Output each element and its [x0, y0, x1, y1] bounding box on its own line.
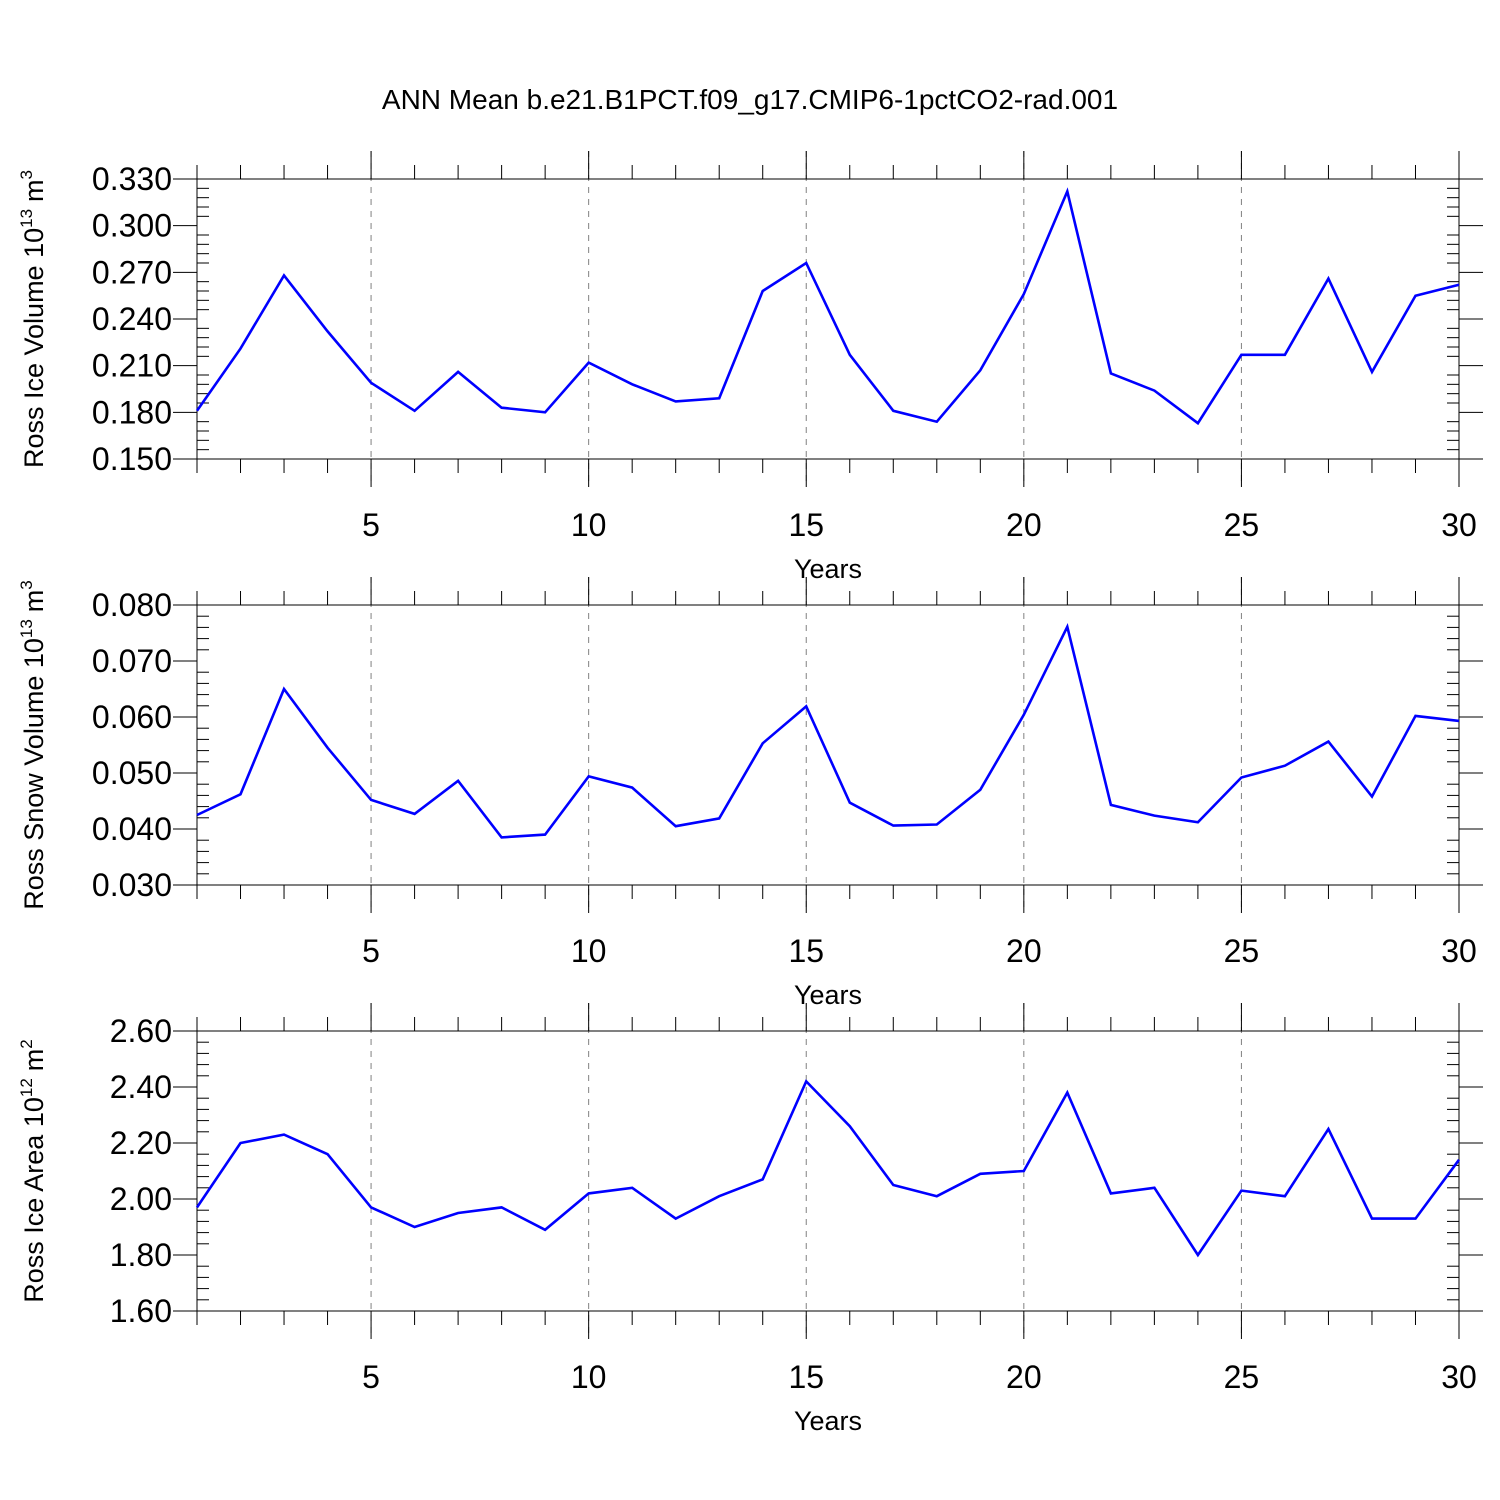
data-series-line [195, 187, 1460, 426]
y-tick-label: 2.60 [110, 1013, 172, 1049]
y-tick-label: 0.040 [92, 811, 172, 847]
x-tick-label: 30 [1441, 1359, 1477, 1395]
x-tick-label: 30 [1441, 933, 1477, 969]
y-tick-label: 0.210 [92, 348, 172, 384]
y-axis-label-unit-exponent: 3 [17, 170, 36, 179]
y-tick-label: 0.050 [92, 755, 172, 791]
y-axis-label-exponent: 12 [17, 1078, 36, 1097]
y-axis-label: Ross Ice Volume 1013 m3 [17, 170, 49, 468]
y-axis-label-unit: m [19, 590, 49, 613]
panel-ice-area: 5 10 15 20 25 30 1.60 1.80 2.00 2.20 2.40 2.60 Years… [17, 1003, 1483, 1436]
y-tick-label: 2.40 [110, 1069, 172, 1105]
y-tick-label: 0.270 [92, 254, 172, 290]
x-tick-label: 5 [362, 507, 380, 543]
x-tick-label: 15 [788, 933, 824, 969]
x-tick-label: 5 [362, 933, 380, 969]
y-axis-label-exponent: 13 [17, 619, 36, 638]
x-tick-label: 10 [571, 1359, 607, 1395]
y-tick-label: 2.20 [110, 1125, 172, 1161]
y-tick-label: 0.240 [92, 301, 172, 337]
x-axis-label: Years [794, 554, 862, 584]
y-axis-label: Ross Snow Volume 1013 m3 [17, 580, 49, 910]
y-tick-label: 0.070 [92, 643, 172, 679]
x-tick-label: 25 [1224, 1359, 1260, 1395]
y-axis-label-unit: m [19, 179, 49, 202]
x-tick-label: 25 [1224, 933, 1260, 969]
y-axis-label: Ross Ice Area 1012 m2 [17, 1039, 49, 1303]
y-tick-label: 0.330 [92, 161, 172, 197]
y-tick-label: 0.080 [92, 587, 172, 623]
y-axis-label-unit: m [19, 1049, 49, 1072]
plot-frame [196, 604, 1460, 886]
data-series-line [195, 1079, 1461, 1258]
panel-snow-volume: 5 10 15 20 25 30 0.030 0.040 0.050 0.060 0.070 0.08… [17, 577, 1483, 1010]
y-tick-label: 0.300 [92, 208, 172, 244]
x-tick-label: 10 [571, 507, 607, 543]
y-tick-label: 1.80 [110, 1237, 172, 1273]
x-tick-label: 20 [1006, 933, 1042, 969]
x-tick-label: 15 [788, 1359, 824, 1395]
y-tick-label: 0.030 [92, 867, 172, 903]
x-tick-label: 15 [788, 507, 824, 543]
x-tick-label: 25 [1224, 507, 1260, 543]
x-tick-label: 30 [1441, 507, 1477, 543]
x-axis-label: Years [794, 1406, 862, 1436]
y-tick-label: 0.180 [92, 394, 172, 430]
x-axis-label: Years [794, 980, 862, 1010]
y-axis-label-main: Ross Snow Volume 10 [19, 638, 49, 910]
y-tick-label: 2.00 [110, 1181, 172, 1217]
plot-frame [196, 178, 1460, 460]
data-series-line [196, 623, 1460, 839]
y-tick-label: 1.60 [110, 1293, 172, 1329]
plot-frame [196, 1030, 1460, 1312]
x-tick-label: 10 [571, 933, 607, 969]
y-axis-label-main: Ross Ice Area 10 [19, 1097, 49, 1303]
x-tick-label: 5 [362, 1359, 380, 1395]
x-tick-label: 20 [1006, 1359, 1042, 1395]
panel-ice-volume: 5 10 15 20 25 30 0.150 0.180 0.210 0.240 0.270 0.30… [17, 151, 1483, 584]
y-axis-label-unit-exponent: 3 [17, 580, 36, 589]
figure-title: ANN Mean b.e21.B1PCT.f09_g17.CMIP6-1pctC… [381, 84, 1119, 115]
y-tick-label: 0.060 [92, 699, 172, 735]
x-tick-label: 20 [1006, 507, 1042, 543]
y-axis-label-exponent: 13 [17, 209, 36, 228]
y-axis-label-main: Ross Ice Volume 10 [19, 228, 49, 468]
y-axis-label-unit-exponent: 2 [17, 1039, 36, 1048]
y-tick-label: 0.150 [92, 441, 172, 477]
